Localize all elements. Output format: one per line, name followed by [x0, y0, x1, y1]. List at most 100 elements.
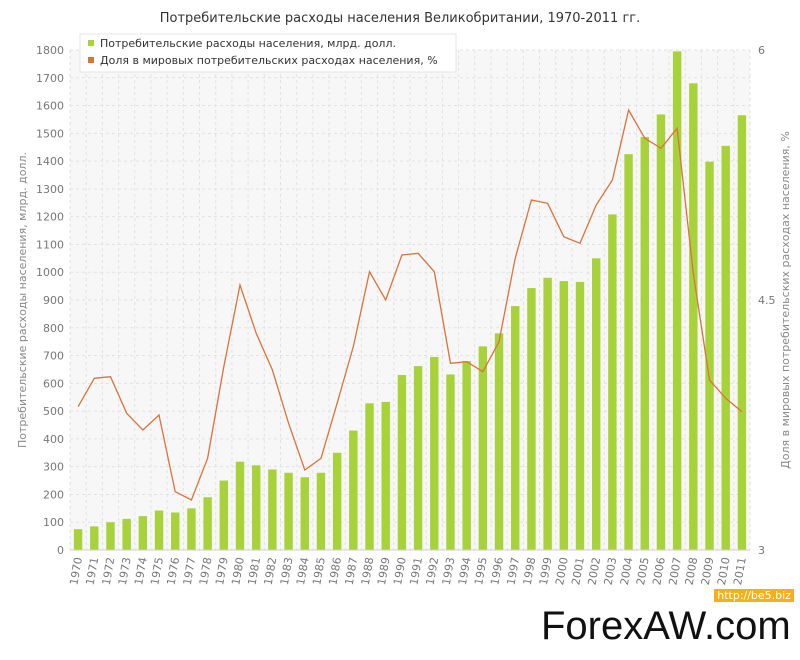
legend-swatch-line	[88, 57, 94, 63]
bar	[624, 154, 633, 550]
bar	[672, 51, 682, 551]
right-axis-ticks: 34.56	[758, 44, 776, 557]
x-tick-label: 2001	[569, 556, 587, 586]
right-tick-label: 4.5	[758, 294, 776, 307]
x-tick-label: 1985	[310, 556, 328, 586]
watermark-url: http://be5.biz	[714, 589, 794, 602]
x-tick-label: 1993	[440, 556, 458, 586]
bar	[349, 430, 358, 550]
grid	[69, 49, 751, 551]
bar	[106, 522, 115, 550]
bar	[543, 277, 552, 550]
x-tick-label: 2003	[602, 556, 620, 586]
bar	[316, 472, 326, 550]
left-tick-label: 1300	[36, 183, 64, 196]
bar	[365, 403, 374, 550]
x-tick-label: 2010	[715, 556, 733, 586]
x-tick-label: 1984	[294, 556, 312, 586]
bar	[203, 497, 212, 550]
x-tick-label: 1988	[359, 556, 377, 586]
left-tick-label: 1600	[36, 100, 64, 113]
bar	[154, 510, 164, 550]
bar	[640, 136, 649, 550]
line-series	[77, 108, 743, 501]
bar	[219, 480, 229, 550]
x-tick-label: 2009	[699, 556, 717, 586]
left-tick-label: 300	[43, 461, 64, 474]
x-tick-label: 1980	[229, 556, 247, 586]
x-tick-label: 2004	[618, 556, 636, 586]
left-tick-label: 400	[43, 433, 64, 446]
x-tick-label: 1982	[262, 556, 280, 586]
bar	[300, 477, 309, 550]
bar	[511, 306, 520, 550]
x-tick-label: 1979	[213, 556, 231, 586]
bar	[527, 288, 536, 550]
legend-swatch-bars	[88, 40, 94, 46]
x-tick-label: 2008	[683, 556, 701, 586]
bar	[381, 401, 390, 550]
bar	[268, 469, 277, 550]
bar	[235, 461, 245, 550]
chart-title: Потребительские расходы населения Велико…	[160, 11, 641, 26]
x-tick-label: 2007	[666, 556, 684, 586]
left-tick-label: 100	[43, 516, 64, 529]
x-tick-label: 2006	[650, 556, 668, 586]
x-tick-label: 1970	[67, 556, 85, 586]
x-tick-label: 1995	[472, 556, 490, 586]
x-tick-label: 1973	[116, 556, 134, 586]
x-tick-label: 1977	[181, 556, 199, 586]
x-tick-label: 1989	[375, 556, 393, 586]
left-tick-label: 200	[43, 488, 64, 501]
bar	[608, 214, 617, 550]
x-tick-label: 1971	[84, 556, 102, 586]
legend-label-bars: Потребительские расходы населения, млрд.…	[100, 37, 396, 50]
bar	[187, 508, 196, 550]
left-tick-label: 500	[43, 405, 64, 418]
x-tick-label: 1976	[165, 556, 183, 586]
bar	[656, 114, 666, 550]
x-tick-label: 1978	[197, 556, 215, 586]
x-tick-label: 1990	[391, 556, 409, 586]
x-tick-label: 1999	[537, 556, 555, 586]
x-tick-label: 1998	[521, 556, 539, 586]
left-tick-label: 1000	[36, 266, 64, 279]
left-tick-label: 1400	[36, 155, 64, 168]
bar	[430, 356, 439, 550]
left-tick-label: 1700	[36, 72, 64, 85]
legend-box	[79, 33, 457, 73]
x-tick-label: 1987	[343, 556, 361, 586]
bar	[689, 83, 698, 550]
x-tick-label: 1991	[407, 556, 425, 586]
legend: Потребительские расходы населения, млрд.…	[79, 33, 457, 73]
right-tick-label: 3	[758, 544, 765, 557]
x-tick-label: 1996	[488, 556, 506, 586]
bar	[446, 374, 455, 550]
left-tick-label: 1800	[36, 44, 64, 57]
bar	[171, 512, 180, 550]
bar	[397, 375, 407, 550]
x-tick-label: 1972	[100, 556, 118, 586]
x-tick-label: 2002	[585, 556, 603, 586]
bar	[332, 452, 342, 550]
bar	[705, 161, 714, 550]
x-tick-label: 1994	[456, 556, 474, 586]
bar	[494, 333, 504, 550]
bar	[575, 281, 585, 550]
left-tick-label: 600	[43, 377, 64, 390]
legend-label-line: Доля в мировых потребительских расходах …	[100, 54, 438, 67]
left-tick-label: 900	[43, 294, 64, 307]
x-tick-label: 1992	[424, 556, 442, 586]
left-tick-label: 800	[43, 322, 64, 335]
left-tick-label: 0	[57, 544, 64, 557]
x-tick-label: 2011	[731, 556, 749, 586]
x-axis-ticks: 1970197119721973197419751976197719781979…	[67, 556, 748, 586]
left-axis-ticks: 0 100 200 300 400 500 600 700 800 900 1000 1100 1200…	[36, 44, 64, 557]
right-tick-label: 6	[758, 44, 765, 57]
watermark-logo: ForexAW.com	[541, 604, 791, 648]
bar	[284, 472, 293, 550]
x-tick-label: 1986	[326, 556, 344, 586]
left-tick-label: 1100	[36, 238, 64, 251]
right-axis-label: Доля в мировых потребительских расходах …	[779, 131, 792, 469]
bar	[478, 346, 488, 550]
